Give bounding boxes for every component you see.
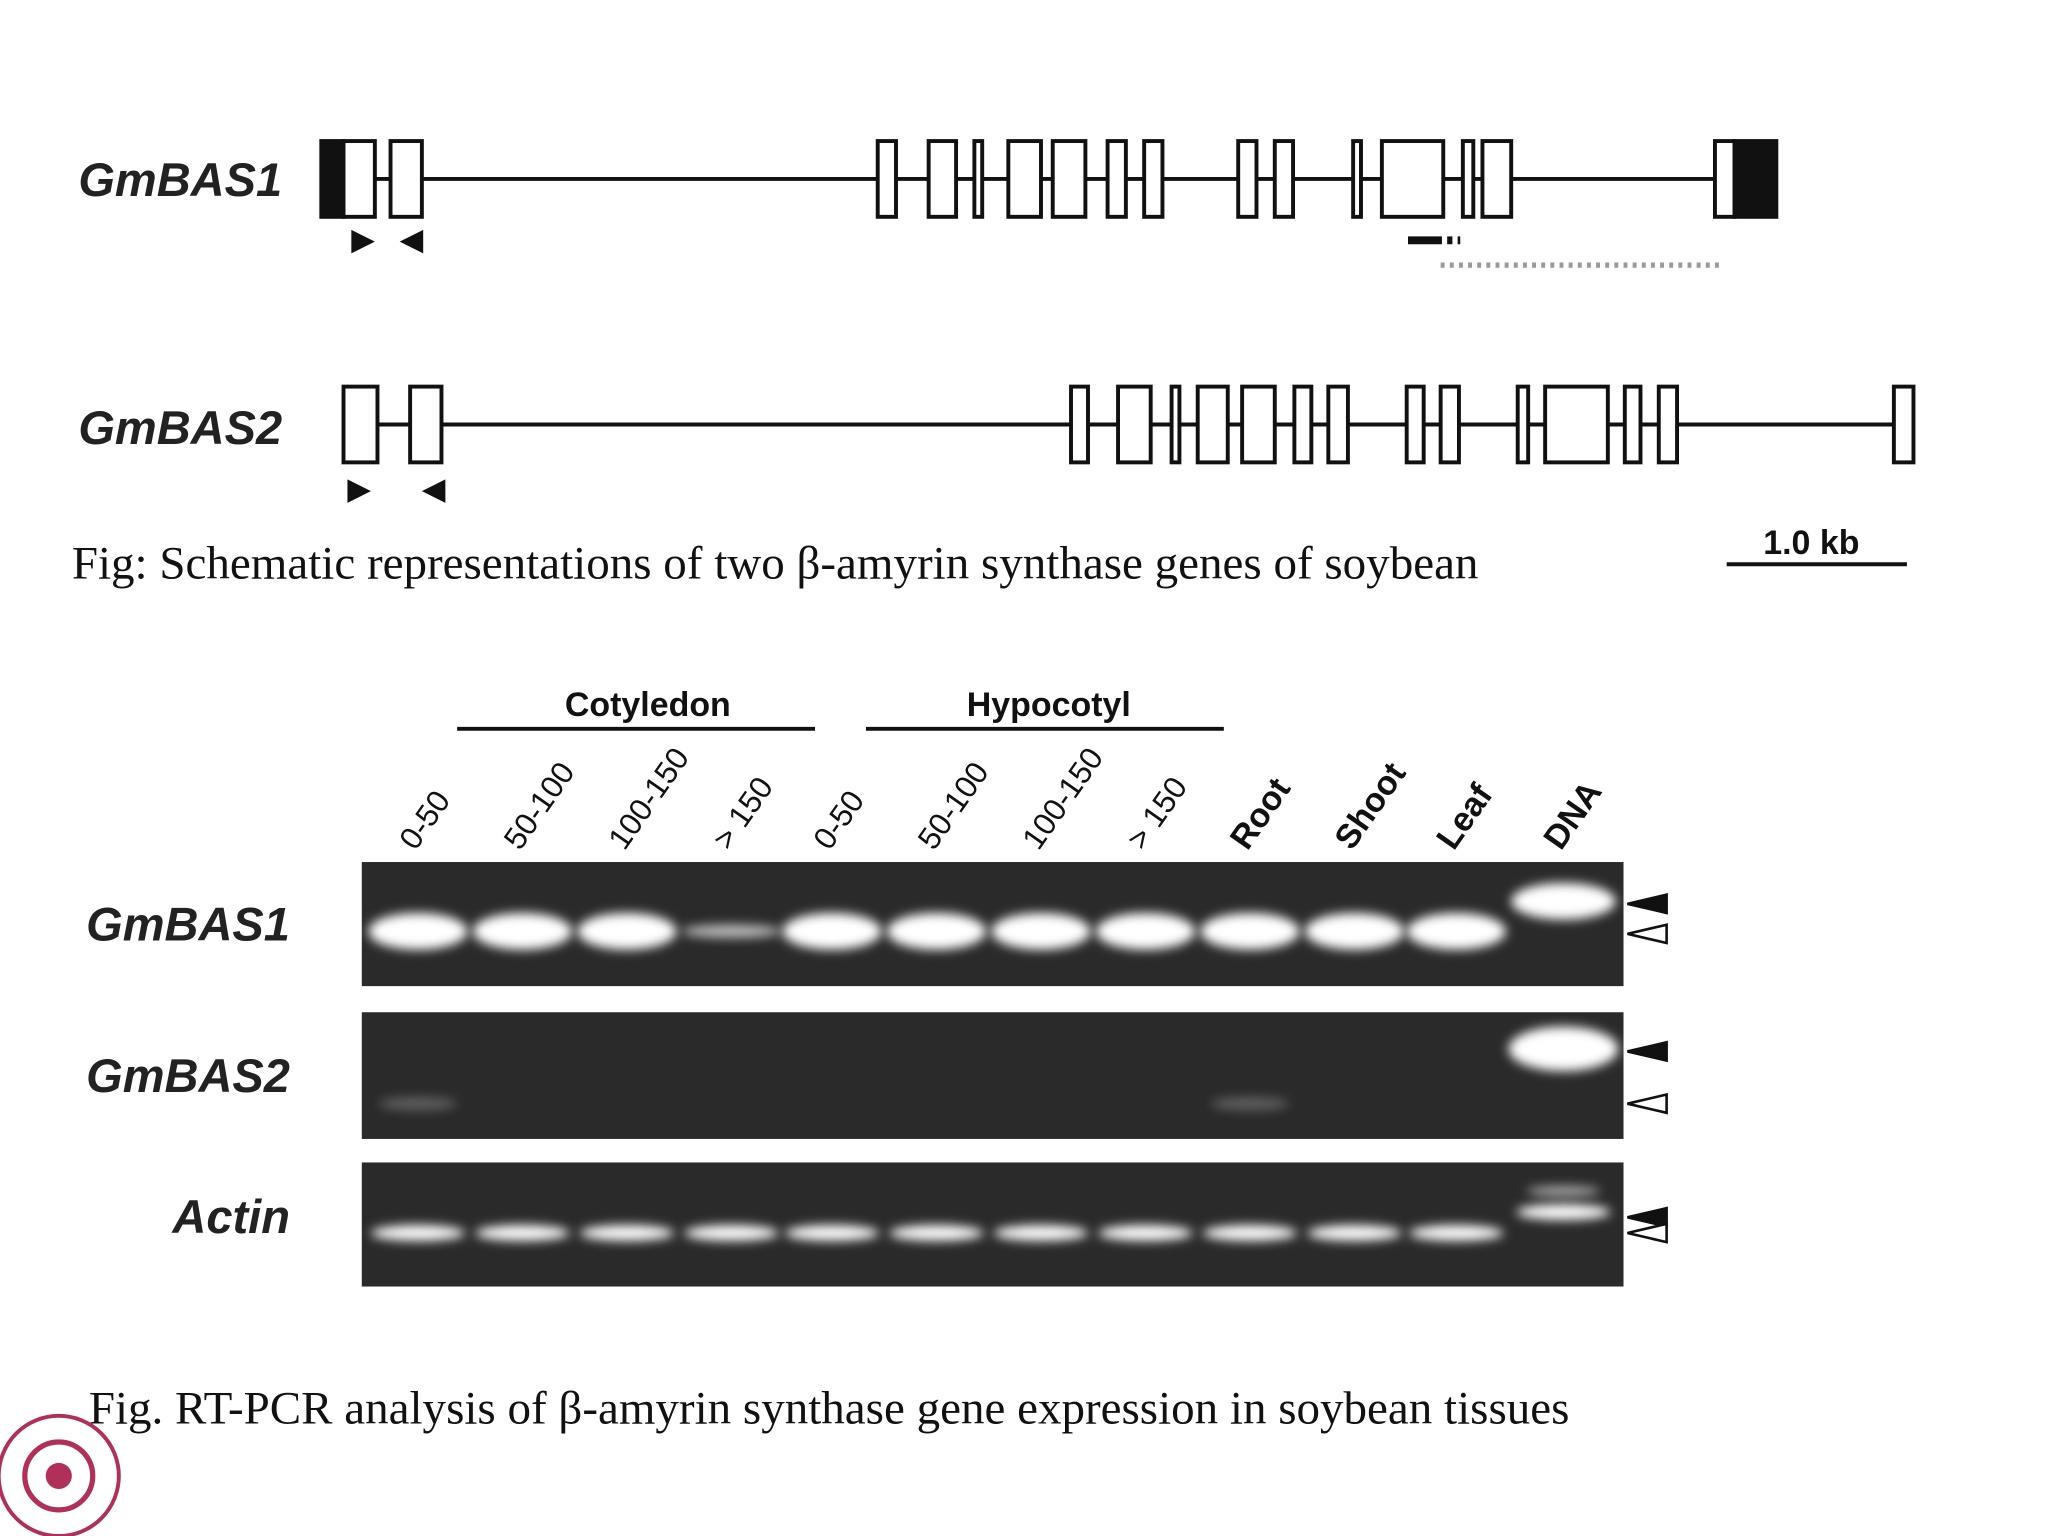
logo (0, 1413, 121, 1536)
group-label: Hypocotyl (967, 686, 1131, 724)
exon (1379, 139, 1446, 219)
band (782, 912, 882, 950)
band (378, 1097, 458, 1111)
size-marker (1627, 893, 1668, 915)
band (1516, 1204, 1611, 1220)
caption: Fig: Schematic representations of two β-… (72, 538, 1479, 590)
primer (421, 479, 446, 503)
primer (399, 229, 424, 254)
lane-label: > 150 (706, 771, 780, 856)
exon (1404, 384, 1426, 465)
band (1307, 1225, 1402, 1241)
band (1409, 1225, 1504, 1241)
gene-label: GmBAS2 (78, 401, 282, 454)
group-label: Cotyledon (565, 686, 731, 724)
exon (408, 384, 444, 465)
lane-label: 0-50 (392, 784, 457, 855)
exon (972, 139, 985, 219)
band (579, 1225, 674, 1241)
exon (1326, 384, 1350, 465)
exon (1543, 384, 1610, 465)
exon (1240, 384, 1277, 465)
exon (1622, 384, 1643, 465)
size-marker (1627, 1040, 1668, 1063)
lane-label: 50-100 (497, 756, 582, 856)
band (1202, 1225, 1297, 1241)
exon (1195, 384, 1230, 465)
size-marker (1627, 1222, 1668, 1244)
size-marker (1627, 923, 1668, 945)
primer (347, 479, 371, 503)
row-label: GmBAS1 (86, 897, 290, 950)
exon (1656, 384, 1680, 465)
band (681, 924, 782, 938)
band (1095, 912, 1196, 950)
exon (926, 139, 959, 219)
gel-panel (361, 1162, 1624, 1287)
exon (1069, 384, 1090, 465)
exon (1891, 384, 1916, 465)
caption: Fig. RT-PCR analysis of β-amyrin synthas… (89, 1383, 1570, 1435)
lane-label: Root (1223, 771, 1298, 856)
size-marker (1627, 1092, 1668, 1115)
exon (1272, 139, 1296, 219)
band (577, 912, 677, 950)
band (889, 1225, 984, 1241)
exon (875, 139, 898, 219)
row-label: GmBAS2 (86, 1049, 290, 1102)
band (1304, 912, 1405, 950)
exon (1236, 139, 1259, 219)
exon (1351, 139, 1363, 219)
gene-label: GmBAS1 (78, 153, 282, 206)
band (370, 1225, 465, 1241)
exon (1438, 384, 1461, 465)
band (991, 912, 1091, 950)
lane-label: > 150 (1120, 771, 1194, 856)
gel-panel (361, 1012, 1624, 1139)
size-marker (1627, 1206, 1668, 1229)
lane-label: Shoot (1327, 756, 1413, 857)
exon (1169, 384, 1182, 465)
exon (341, 384, 380, 465)
exon (1460, 139, 1476, 219)
primer (351, 229, 375, 254)
lane-label: 100-150 (1015, 741, 1110, 855)
exon (1515, 384, 1531, 465)
lane-label: DNA (1536, 774, 1609, 856)
band (1508, 1026, 1619, 1072)
band (1098, 1225, 1193, 1241)
lane-label: 0-50 (806, 784, 871, 855)
lane-label: 50-100 (911, 756, 996, 856)
exon (1050, 139, 1088, 219)
exon (1105, 139, 1128, 219)
exon (341, 139, 377, 219)
exon (1712, 139, 1737, 219)
band (368, 912, 468, 950)
band (1511, 882, 1616, 920)
band (684, 1225, 779, 1241)
band (472, 912, 573, 950)
band (475, 1225, 570, 1241)
exon (1142, 139, 1165, 219)
band (1200, 912, 1300, 950)
exon (1292, 384, 1314, 465)
band (886, 912, 987, 950)
lane-label: Leaf (1429, 777, 1501, 857)
exon (1116, 384, 1153, 465)
lane-label: 100-150 (601, 741, 696, 855)
band (1526, 1185, 1600, 1197)
exon (319, 139, 346, 219)
exon (1480, 139, 1514, 219)
band (1210, 1097, 1290, 1111)
row-label: Actin (171, 1190, 290, 1243)
exon (1732, 139, 1779, 219)
exon (388, 139, 424, 219)
band (784, 1225, 880, 1241)
band (1406, 912, 1506, 950)
exon (1006, 139, 1043, 219)
scale-label: 1.0 kb (1763, 524, 1859, 562)
band (993, 1225, 1088, 1241)
